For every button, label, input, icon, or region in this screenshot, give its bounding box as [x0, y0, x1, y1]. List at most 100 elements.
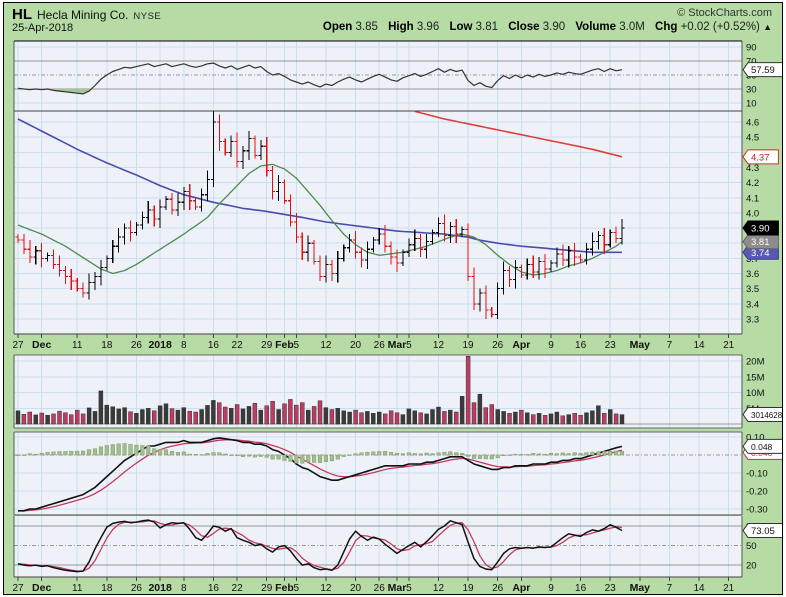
panel-backgrounds [14, 41, 742, 577]
svg-text:3014628: 3014628 [751, 411, 782, 420]
svg-text:5: 5 [294, 340, 300, 351]
svg-text:16: 16 [208, 340, 220, 351]
volume-label: Volume [575, 21, 617, 33]
quote-summary: Open 3.85 High 3.96 Low 3.81 Close 3.90 … [316, 21, 772, 33]
svg-text:29: 29 [261, 340, 273, 351]
low-value: 3.81 [475, 21, 499, 33]
svg-text:70: 70 [746, 57, 757, 68]
low-label: Low [449, 21, 473, 33]
svg-text:22: 22 [232, 583, 244, 594]
open-value: 3.85 [355, 21, 378, 33]
svg-text:21: 21 [723, 583, 735, 594]
svg-text:9: 9 [548, 340, 554, 351]
svg-text:4.1: 4.1 [746, 193, 759, 204]
open-label: Open [322, 21, 353, 33]
macd-line [18, 437, 623, 512]
price-panel: 4.64.54.44.34.24.14.03.93.83.73.63.53.43… [14, 110, 759, 325]
svg-text:14: 14 [693, 583, 705, 594]
chg-label: Chg [655, 21, 678, 33]
stockchart-svg: 907050301057.594.64.54.44.34.24.14.03.93… [12, 40, 786, 594]
svg-text:50: 50 [746, 541, 757, 552]
svg-text:90: 90 [746, 43, 757, 54]
svg-text:57.59: 57.59 [751, 65, 775, 76]
chart-background: HL Hecla Mining Co. NYSE © StockCharts.com… [3, 2, 786, 597]
svg-text:23: 23 [605, 340, 617, 351]
svg-text:8: 8 [181, 583, 187, 594]
svg-text:19: 19 [463, 340, 475, 351]
chart-header: HL Hecla Mining Co. NYSE © StockCharts.com… [4, 3, 782, 39]
svg-text:20: 20 [746, 561, 757, 572]
panel-borders [13, 40, 743, 578]
price-badges: 4.37 3.743.81 3.90 [742, 149, 779, 260]
svg-text:26: 26 [131, 583, 143, 594]
svg-text:2018: 2018 [148, 582, 172, 594]
ma200-line [414, 110, 623, 158]
svg-text:4.6: 4.6 [746, 118, 759, 129]
svg-text:May: May [630, 582, 651, 594]
svg-text:15M: 15M [746, 372, 765, 383]
volume-bars [15, 356, 625, 425]
svg-text:12: 12 [433, 583, 445, 594]
svg-text:Apr: Apr [512, 339, 530, 351]
svg-text:26: 26 [131, 340, 143, 351]
close-value: 3.90 [542, 21, 566, 33]
svg-text:Dec: Dec [32, 339, 51, 351]
high-label: High [388, 21, 414, 33]
svg-text:9: 9 [548, 583, 554, 594]
svg-text:4.5: 4.5 [746, 133, 759, 144]
svg-text:16: 16 [575, 583, 587, 594]
exchange-label: NYSE [133, 11, 162, 22]
svg-text:5: 5 [294, 583, 300, 594]
svg-text:23: 23 [605, 583, 617, 594]
svg-text:18: 18 [101, 340, 113, 351]
chg-value: +0.02 (+0.52%) [680, 21, 760, 33]
svg-text:11: 11 [72, 340, 83, 351]
chart-canvas: 907050301057.594.64.54.44.34.24.14.03.93… [4, 3, 786, 597]
date-axis-bottom: 27 Dec 11 18 26 2018 8 16 22 29 Feb 5 12 20 26 Mar 5 12 19… [12, 577, 735, 594]
svg-text:3.6: 3.6 [746, 269, 759, 280]
svg-text:10M: 10M [746, 388, 765, 399]
svg-text:26: 26 [492, 583, 504, 594]
svg-text:11: 11 [72, 583, 83, 594]
up-arrow-icon: ▲ [763, 22, 772, 32]
svg-text:3.5: 3.5 [746, 284, 759, 295]
svg-text:Feb: Feb [275, 339, 294, 351]
stoch-panel: 80502073.05 [14, 519, 785, 573]
svg-text:3.4: 3.4 [746, 299, 759, 310]
svg-text:-0.20: -0.20 [746, 487, 768, 498]
svg-text:7: 7 [667, 340, 673, 351]
svg-text:20M: 20M [746, 357, 765, 368]
svg-text:7: 7 [667, 583, 673, 594]
svg-text:20: 20 [350, 583, 362, 594]
svg-text:May: May [630, 339, 651, 351]
svg-text:Dec: Dec [32, 582, 51, 594]
rsi-line [17, 62, 623, 95]
svg-text:8: 8 [181, 340, 187, 351]
svg-text:12: 12 [320, 583, 332, 594]
chart-date: 25-Apr-2018 [12, 22, 74, 34]
svg-text:27: 27 [12, 583, 24, 594]
stockcharts-copyright-link[interactable]: © StockCharts.com [677, 7, 772, 19]
svg-text:14: 14 [693, 340, 705, 351]
svg-text:Mar: Mar [388, 339, 407, 351]
volume-value: 3.0M [619, 21, 645, 33]
svg-text:12: 12 [320, 340, 332, 351]
svg-text:12: 12 [433, 340, 445, 351]
svg-text:5: 5 [406, 340, 412, 351]
svg-text:4.2: 4.2 [746, 178, 759, 189]
svg-text:30: 30 [746, 85, 757, 96]
svg-text:73.05: 73.05 [751, 526, 775, 537]
svg-text:19: 19 [463, 583, 475, 594]
svg-text:4.37: 4.37 [751, 152, 770, 163]
macd-histogram [15, 443, 625, 464]
svg-text:0.048: 0.048 [751, 442, 773, 452]
svg-text:0.10: 0.10 [746, 433, 765, 444]
stoch-k-line [17, 519, 623, 573]
svg-text:29: 29 [261, 583, 273, 594]
company-name: Hecla Mining Co. [37, 8, 129, 22]
svg-text:20: 20 [350, 340, 362, 351]
svg-text:22: 22 [232, 340, 244, 351]
svg-text:16: 16 [208, 583, 220, 594]
svg-text:2018: 2018 [148, 339, 172, 351]
